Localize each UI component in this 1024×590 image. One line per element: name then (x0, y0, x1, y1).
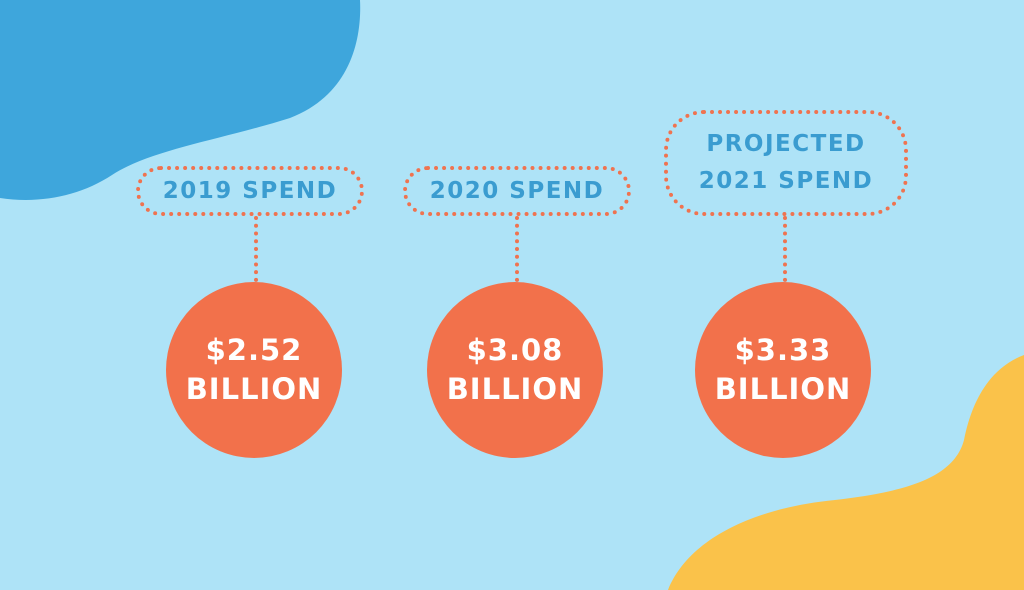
value-circle-2020: $3.08 BILLION (427, 282, 603, 458)
connector-2020 (515, 216, 519, 282)
connector-2019 (254, 216, 258, 282)
connector-2021 (783, 216, 787, 282)
value-amount: $3.08 (466, 333, 564, 367)
label-2019-spend: 2019 SPEND (136, 166, 364, 216)
value-amount: $2.52 (205, 333, 303, 367)
value-circle-2019: $2.52 BILLION (166, 282, 342, 458)
label-text-line-1: PROJECTED (706, 131, 866, 157)
label-text: 2019 SPEND (162, 177, 338, 204)
value-unit: BILLION (446, 372, 584, 406)
label-text: 2020 SPEND (429, 177, 605, 204)
value-unit: BILLION (714, 372, 852, 406)
yellow-corner-blob (668, 355, 1024, 590)
value-unit: BILLION (185, 372, 323, 406)
label-projected-2021-spend: PROJECTED 2021 SPEND (664, 110, 908, 216)
label-text-line-2: 2021 SPEND (698, 168, 874, 194)
blue-corner-blob (0, 0, 361, 200)
label-2020-spend: 2020 SPEND (403, 166, 631, 216)
value-amount: $3.33 (734, 333, 832, 367)
value-circle-2021: $3.33 BILLION (695, 282, 871, 458)
